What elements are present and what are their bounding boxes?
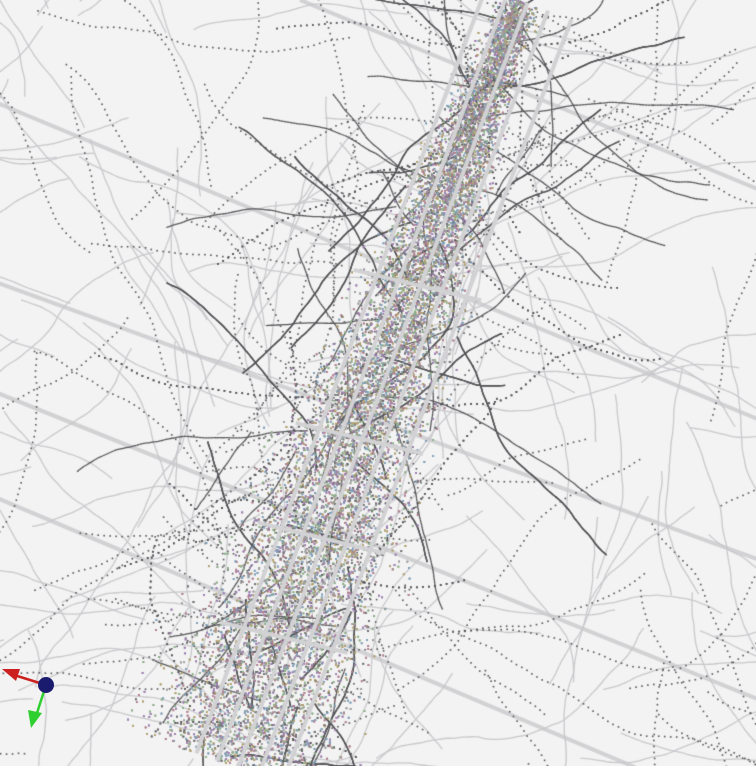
x-axis-arrow-icon [2,669,20,681]
orientation-axes-gizmo [0,655,70,735]
y-axis-arrow-icon [28,710,42,728]
z-axis-sphere-icon [38,677,54,693]
axes-gizmo-graphic [2,669,54,728]
